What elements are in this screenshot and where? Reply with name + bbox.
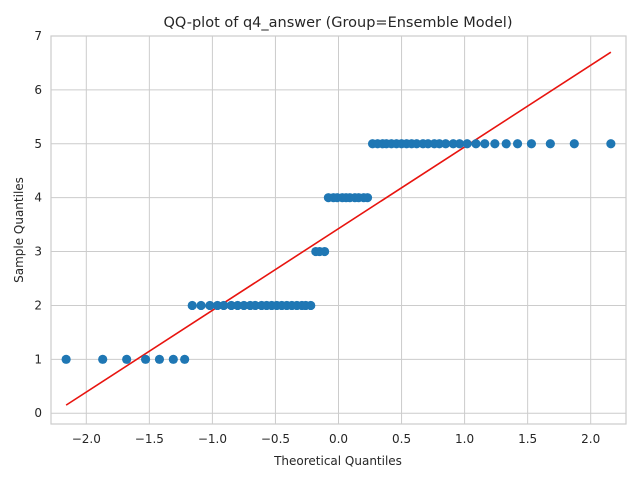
sample-point bbox=[226, 300, 236, 311]
reference-line-layer bbox=[65, 51, 612, 406]
sample-point bbox=[462, 139, 472, 149]
sample-point bbox=[61, 354, 71, 364]
x-tick-label: −1.5 bbox=[135, 432, 164, 446]
sample-point bbox=[196, 300, 206, 311]
sample-point bbox=[448, 139, 458, 149]
sample-point bbox=[490, 139, 500, 149]
sample-point bbox=[140, 354, 151, 364]
sample-point bbox=[512, 139, 523, 149]
axes-border bbox=[50, 35, 627, 425]
y-tick-label: 6 bbox=[34, 83, 42, 97]
sample-point bbox=[434, 139, 444, 149]
sample-point bbox=[233, 300, 243, 311]
reference-line bbox=[65, 51, 612, 406]
sample-point bbox=[98, 354, 108, 364]
y-tick-label: 5 bbox=[34, 137, 42, 151]
y-tick-label: 0 bbox=[34, 406, 42, 420]
sample-point bbox=[122, 354, 132, 364]
x-tick-label: 1.0 bbox=[455, 432, 474, 446]
sample-point bbox=[501, 139, 511, 149]
sample-point bbox=[606, 139, 616, 149]
sample-point bbox=[250, 300, 260, 311]
sample-point bbox=[205, 300, 215, 311]
x-tick-label: 0.0 bbox=[329, 432, 348, 446]
sample-point bbox=[239, 300, 249, 311]
axes-frame bbox=[50, 35, 627, 425]
sample-point bbox=[219, 300, 229, 311]
x-tick-label: −2.0 bbox=[72, 432, 101, 446]
x-tick-label: 0.5 bbox=[392, 432, 411, 446]
chart-title: QQ-plot of q4_answer (Group=Ensemble Mod… bbox=[164, 15, 513, 31]
x-tick-labels: −2.0 −1.5 −1.0 −0.5 0.0 0.5 1.0 1.5 2.0 bbox=[72, 432, 601, 446]
sample-point bbox=[454, 139, 465, 149]
sample-point bbox=[526, 139, 537, 149]
sample-point bbox=[423, 139, 433, 149]
y-tick-label: 4 bbox=[34, 191, 42, 205]
sample-point bbox=[306, 300, 316, 311]
x-axis-label: Theoretical Quantiles bbox=[273, 454, 402, 468]
sample-point bbox=[212, 300, 223, 311]
sample-point bbox=[154, 354, 165, 364]
sample-point bbox=[180, 354, 190, 364]
y-tick-label: 7 bbox=[34, 29, 42, 43]
grid-layer bbox=[51, 35, 626, 424]
sample-points-layer bbox=[61, 139, 616, 364]
sample-point bbox=[320, 246, 330, 257]
y-tick-labels: 0 1 2 3 4 5 6 7 bbox=[34, 29, 42, 420]
sample-point bbox=[168, 354, 178, 364]
x-tick-label: 1.5 bbox=[518, 432, 537, 446]
sample-point bbox=[480, 139, 490, 149]
y-tick-label: 2 bbox=[34, 298, 42, 312]
y-axis-label: Sample Quantiles bbox=[12, 177, 26, 283]
x-tick-label: −1.0 bbox=[198, 432, 227, 446]
sample-point bbox=[412, 139, 422, 149]
x-tick-label: 2.0 bbox=[581, 432, 600, 446]
sample-point bbox=[441, 139, 451, 149]
sample-point bbox=[187, 300, 197, 311]
y-tick-label: 1 bbox=[34, 352, 42, 366]
x-tick-label: −0.5 bbox=[261, 432, 290, 446]
sample-point bbox=[569, 139, 579, 149]
y-tick-label: 3 bbox=[34, 245, 42, 259]
sample-point bbox=[471, 139, 481, 149]
sample-point bbox=[545, 139, 555, 149]
sample-point bbox=[362, 193, 373, 203]
